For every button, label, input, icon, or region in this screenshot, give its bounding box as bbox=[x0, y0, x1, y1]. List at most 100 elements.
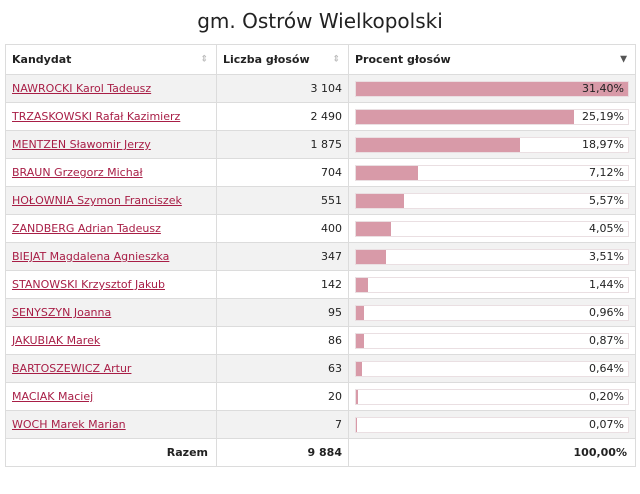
column-header-percent[interactable]: Procent głosów ▼ bbox=[348, 44, 636, 75]
table-header-row: Kandydat ⇕ Liczba głosów ⇕ Procent głosó… bbox=[5, 44, 636, 75]
percent-label: 3,51% bbox=[589, 249, 624, 263]
table-row: SENYSZYN Joanna 95 0,96% bbox=[5, 298, 636, 327]
percent-cell: 0,64% bbox=[348, 354, 636, 383]
candidate-link[interactable]: WOCH Marek Marian bbox=[12, 418, 126, 431]
candidate-link[interactable]: MENTZEN Sławomir Jerzy bbox=[12, 138, 151, 151]
percent-bar: 0,20% bbox=[355, 388, 629, 405]
percent-cell: 0,87% bbox=[348, 326, 636, 355]
votes-cell: 20 bbox=[216, 382, 349, 411]
percent-bar-fill bbox=[356, 137, 521, 152]
votes-cell: 3 104 bbox=[216, 74, 349, 103]
candidate-cell: WOCH Marek Marian bbox=[5, 410, 217, 439]
percent-bar-fill bbox=[356, 193, 405, 208]
candidate-cell: MACIAK Maciej bbox=[5, 382, 217, 411]
table-row: STANOWSKI Krzysztof Jakub 142 1,44% bbox=[5, 270, 636, 299]
candidate-cell: BIEJAT Magdalena Agnieszka bbox=[5, 242, 217, 271]
percent-bar: 4,05% bbox=[355, 220, 629, 237]
candidate-link[interactable]: TRZASKOWSKI Rafał Kazimierz bbox=[12, 110, 181, 123]
percent-bar: 25,19% bbox=[355, 108, 629, 125]
candidate-link[interactable]: JAKUBIAK Marek bbox=[12, 334, 101, 347]
percent-label: 7,12% bbox=[589, 165, 624, 179]
table-row: MACIAK Maciej 20 0,20% bbox=[5, 382, 636, 411]
candidate-cell: TRZASKOWSKI Rafał Kazimierz bbox=[5, 102, 217, 131]
percent-bar: 7,12% bbox=[355, 164, 629, 181]
votes-cell: 400 bbox=[216, 214, 349, 243]
percent-bar-fill bbox=[356, 361, 362, 376]
percent-label: 0,07% bbox=[589, 417, 624, 431]
percent-label: 0,87% bbox=[589, 333, 624, 347]
total-votes: 9 884 bbox=[216, 438, 349, 467]
candidate-link[interactable]: HOŁOWNIA Szymon Franciszek bbox=[12, 194, 182, 207]
votes-cell: 1 875 bbox=[216, 130, 349, 159]
table-row: MENTZEN Sławomir Jerzy 1 875 18,97% bbox=[5, 130, 636, 159]
table-row: BRAUN Grzegorz Michał 704 7,12% bbox=[5, 158, 636, 187]
percent-bar: 18,97% bbox=[355, 136, 629, 153]
percent-cell: 0,96% bbox=[348, 298, 636, 327]
percent-label: 5,57% bbox=[589, 193, 624, 207]
results-table: Kandydat ⇕ Liczba głosów ⇕ Procent głosó… bbox=[5, 44, 636, 467]
percent-label: 18,97% bbox=[582, 137, 624, 151]
percent-cell: 25,19% bbox=[348, 102, 636, 131]
percent-label: 0,20% bbox=[589, 389, 624, 403]
percent-bar-fill bbox=[356, 165, 418, 180]
percent-bar: 0,87% bbox=[355, 332, 629, 349]
table-row: ZANDBERG Adrian Tadeusz 400 4,05% bbox=[5, 214, 636, 243]
table-row: BIEJAT Magdalena Agnieszka 347 3,51% bbox=[5, 242, 636, 271]
percent-bar-fill bbox=[356, 389, 358, 404]
sort-both-icon: ⇕ bbox=[200, 54, 208, 64]
candidate-cell: SENYSZYN Joanna bbox=[5, 298, 217, 327]
percent-label: 25,19% bbox=[582, 109, 624, 123]
percent-cell: 1,44% bbox=[348, 270, 636, 299]
percent-label: 4,05% bbox=[589, 221, 624, 235]
candidate-link[interactable]: STANOWSKI Krzysztof Jakub bbox=[12, 278, 165, 291]
percent-cell: 7,12% bbox=[348, 158, 636, 187]
table-row: BARTOSZEWICZ Artur 63 0,64% bbox=[5, 354, 636, 383]
percent-label: 0,96% bbox=[589, 305, 624, 319]
percent-cell: 0,20% bbox=[348, 382, 636, 411]
percent-cell: 18,97% bbox=[348, 130, 636, 159]
column-header-candidate[interactable]: Kandydat ⇕ bbox=[5, 44, 217, 75]
table-row: TRZASKOWSKI Rafał Kazimierz 2 490 25,19% bbox=[5, 102, 636, 131]
candidate-link[interactable]: BARTOSZEWICZ Artur bbox=[12, 362, 132, 375]
candidate-link[interactable]: NAWROCKI Karol Tadeusz bbox=[12, 82, 152, 95]
percent-bar-fill bbox=[356, 81, 628, 96]
percent-cell: 0,07% bbox=[348, 410, 636, 439]
table-row: JAKUBIAK Marek 86 0,87% bbox=[5, 326, 636, 355]
column-header-votes-label: Liczba głosów bbox=[223, 53, 310, 66]
percent-bar-fill bbox=[356, 417, 357, 432]
column-header-percent-label: Procent głosów bbox=[355, 53, 451, 66]
percent-bar-fill bbox=[356, 249, 387, 264]
table-row: WOCH Marek Marian 7 0,07% bbox=[5, 410, 636, 439]
candidate-cell: BRAUN Grzegorz Michał bbox=[5, 158, 217, 187]
candidate-cell: HOŁOWNIA Szymon Franciszek bbox=[5, 186, 217, 215]
percent-bar: 31,40% bbox=[355, 80, 629, 97]
candidate-link[interactable]: BRAUN Grzegorz Michał bbox=[12, 166, 143, 179]
candidate-cell: ZANDBERG Adrian Tadeusz bbox=[5, 214, 217, 243]
candidate-link[interactable]: ZANDBERG Adrian Tadeusz bbox=[12, 222, 161, 235]
votes-cell: 63 bbox=[216, 354, 349, 383]
total-label: Razem bbox=[5, 438, 217, 467]
percent-bar: 5,57% bbox=[355, 192, 629, 209]
percent-cell: 4,05% bbox=[348, 214, 636, 243]
percent-bar-fill bbox=[356, 109, 575, 124]
total-row: Razem 9 884 100,00% bbox=[5, 438, 636, 467]
candidate-link[interactable]: SENYSZYN Joanna bbox=[12, 306, 112, 319]
votes-cell: 95 bbox=[216, 298, 349, 327]
column-header-votes[interactable]: Liczba głosów ⇕ bbox=[216, 44, 349, 75]
column-header-candidate-label: Kandydat bbox=[12, 53, 72, 66]
page-title: gm. Ostrów Wielkopolski bbox=[197, 9, 443, 33]
percent-bar-fill bbox=[356, 333, 364, 348]
percent-bar-fill bbox=[356, 305, 365, 320]
votes-cell: 2 490 bbox=[216, 102, 349, 131]
candidate-link[interactable]: MACIAK Maciej bbox=[12, 390, 94, 403]
table-row: NAWROCKI Karol Tadeusz 3 104 31,40% bbox=[5, 74, 636, 103]
votes-cell: 7 bbox=[216, 410, 349, 439]
percent-bar-fill bbox=[356, 277, 369, 292]
candidate-cell: BARTOSZEWICZ Artur bbox=[5, 354, 217, 383]
percent-cell: 31,40% bbox=[348, 74, 636, 103]
votes-cell: 86 bbox=[216, 326, 349, 355]
percent-label: 31,40% bbox=[582, 81, 624, 95]
candidate-link[interactable]: BIEJAT Magdalena Agnieszka bbox=[12, 250, 170, 263]
percent-bar: 0,07% bbox=[355, 416, 629, 433]
votes-cell: 142 bbox=[216, 270, 349, 299]
